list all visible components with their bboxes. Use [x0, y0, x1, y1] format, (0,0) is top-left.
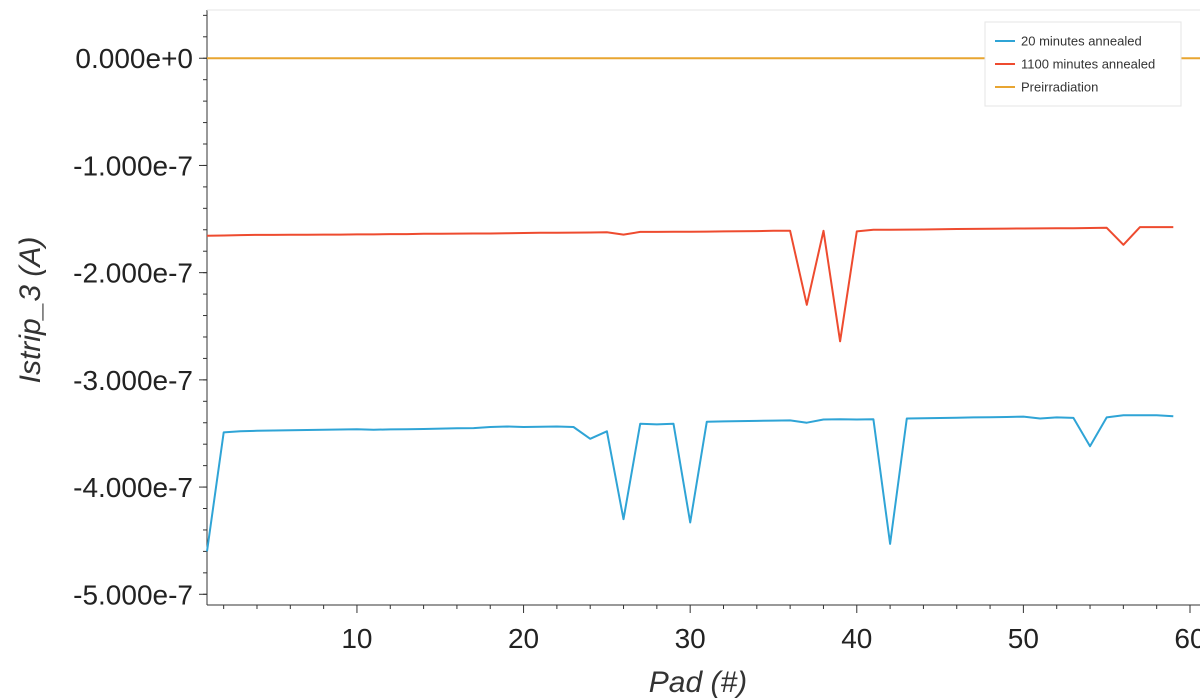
y-axis-label: Istrip_3 (A)	[14, 237, 47, 384]
x-tick-label: 60	[1174, 623, 1200, 654]
x-tick-label: 30	[675, 623, 706, 654]
series-layer	[206, 57, 1200, 552]
legend-label: Preirradiation	[1021, 80, 1098, 95]
x-axis-label: Pad (#)	[649, 666, 747, 699]
series-line-1100-minutes-annealed	[206, 226, 1174, 343]
x-tick-label: 50	[1008, 623, 1039, 654]
x-tick-label: 40	[841, 623, 872, 654]
y-tick-label: -4.000e-7	[73, 472, 193, 503]
legend-label: 1100 minutes annealed	[1021, 57, 1155, 72]
y-tick-label: -5.000e-7	[73, 579, 193, 610]
legend-label: 20 minutes annealed	[1021, 34, 1142, 49]
legend-box	[984, 21, 1182, 107]
legend: 20 minutes annealed 1100 minutes annealed…	[984, 21, 1182, 107]
y-axis: 0.000e+0 -1.000e-7 -2.000e-7 -3.000e-7 -4.00…	[73, 14, 207, 610]
y-tick-label: -1.000e-7	[73, 150, 193, 181]
series-line-20-minutes-annealed	[206, 414, 1174, 552]
y-tick-label: 0.000e+0	[75, 43, 193, 74]
plot-area	[206, 9, 1200, 606]
y-tick-label: -3.000e-7	[73, 365, 193, 396]
y-tick-label: -2.000e-7	[73, 258, 193, 289]
x-axis: 10 20 30 40 50 60	[223, 605, 1200, 654]
x-tick-label: 20	[508, 623, 539, 654]
x-tick-label: 10	[341, 623, 372, 654]
